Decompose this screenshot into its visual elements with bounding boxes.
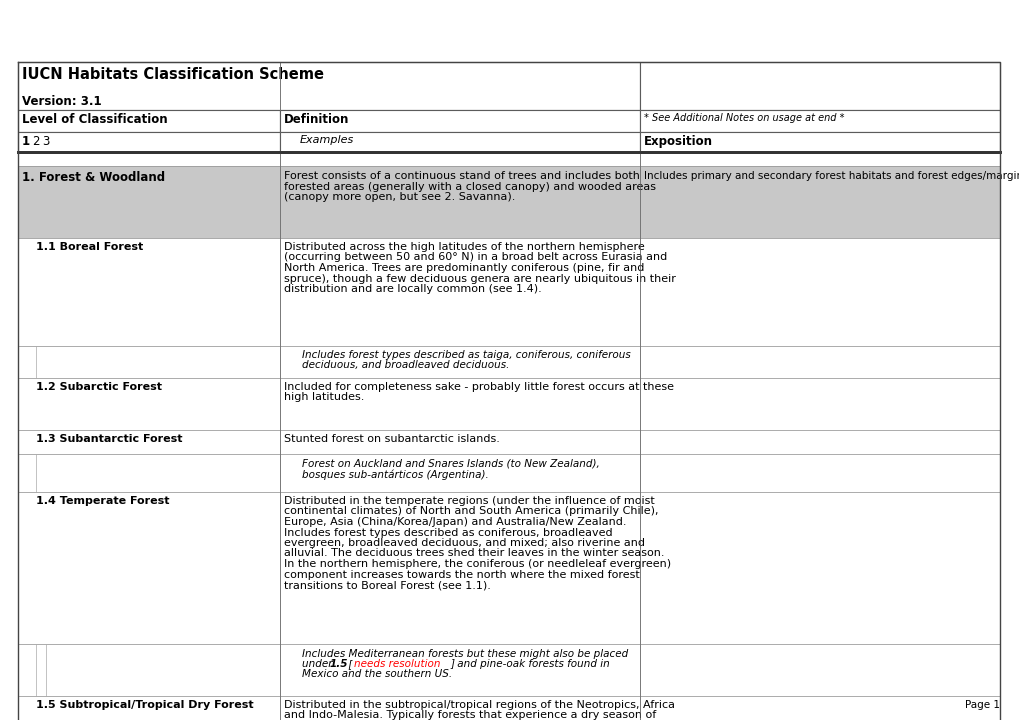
Bar [280,346,639,378]
Text: Stunted forest on subantarctic islands.: Stunted forest on subantarctic islands. [283,434,499,444]
Text: 1.5 Subtropical/Tropical Dry Forest: 1.5 Subtropical/Tropical Dry Forest [36,700,254,710]
Text: 1.2 Subarctic Forest: 1.2 Subarctic Forest [36,382,162,392]
Text: 1. Forest & Woodland: 1. Forest & Woodland [22,171,165,184]
Text: Included for completeness sake - probably little forest occurs at these: Included for completeness sake - probabl… [283,382,674,392]
Text: forested areas (generally with a closed canopy) and wooded areas: forested areas (generally with a closed … [283,181,655,192]
Bar [280,430,639,454]
Text: spruce), though a few deciduous genera are nearly ubiquitous in their: spruce), though a few deciduous genera a… [283,274,676,284]
Text: bosques sub-antárticos (Argentina).: bosques sub-antárticos (Argentina). [302,469,488,480]
Text: Distributed across the high latitudes of the northern hemisphere: Distributed across the high latitudes of… [283,242,644,252]
Bar [18,454,280,492]
Text: Version: 3.1: Version: 3.1 [22,95,102,108]
Text: needs resolution: needs resolution [354,659,440,669]
Bar [639,132,999,152]
Text: Forest consists of a continuous stand of trees and includes both: Forest consists of a continuous stand of… [283,171,639,181]
Bar [280,238,639,346]
Text: 1.1 Boreal Forest: 1.1 Boreal Forest [36,242,143,252]
Text: evergreen, broadleaved deciduous, and mixed; also riverine and: evergreen, broadleaved deciduous, and mi… [283,538,644,548]
Bar [639,346,999,378]
Bar [18,378,280,430]
Text: 1.4 Temperate Forest: 1.4 Temperate Forest [36,496,169,506]
Text: Examples: Examples [300,135,354,145]
Text: 2: 2 [32,135,40,148]
Text: Distributed in the temperate regions (under the influence of moist: Distributed in the temperate regions (un… [283,496,654,506]
Text: continental climates) of North and South America (primarily Chile),: continental climates) of North and South… [283,506,658,516]
Bar [18,238,280,346]
Text: Level of Classification: Level of Classification [22,113,167,126]
Bar [280,696,639,720]
Text: (occurring between 50 and 60° N) in a broad belt across Eurasia and: (occurring between 50 and 60° N) in a br… [283,253,666,263]
Text: transitions to Boreal Forest (see 1.1).: transitions to Boreal Forest (see 1.1). [283,580,490,590]
Bar [639,238,999,346]
Bar [639,492,999,644]
Text: 3: 3 [42,135,49,148]
Bar [18,492,280,644]
Text: Includes forest types described as coniferous, broadleaved: Includes forest types described as conif… [283,528,612,538]
Text: 1: 1 [22,135,31,148]
Text: deciduous, and broadleaved deciduous.: deciduous, and broadleaved deciduous. [302,360,508,370]
Bar [639,696,999,720]
Bar [639,430,999,454]
Text: Includes forest types described as taiga, coniferous, coniferous: Includes forest types described as taiga… [302,350,630,360]
Bar [18,110,280,132]
Bar [639,152,999,166]
Bar [280,166,639,238]
Bar [639,644,999,696]
Text: Definition: Definition [283,113,350,126]
Bar [639,62,999,110]
Text: Mexico and the southern US.: Mexico and the southern US. [302,669,451,679]
Text: Forest on Auckland and Snares Islands (to New Zealand),: Forest on Auckland and Snares Islands (t… [302,459,599,469]
Bar [639,110,999,132]
Bar [18,346,280,378]
Text: under: under [302,659,338,669]
Bar [18,152,280,166]
Text: In the northern hemisphere, the coniferous (or needleleaf evergreen): In the northern hemisphere, the conifero… [283,559,671,569]
Text: Europe, Asia (China/Korea/Japan) and Australia/New Zealand.: Europe, Asia (China/Korea/Japan) and Aus… [283,517,626,527]
Text: distribution and are locally common (see 1.4).: distribution and are locally common (see… [283,284,541,294]
Text: Page 1: Page 1 [964,700,999,710]
Bar [280,110,639,132]
Text: * See Additional Notes on usage at end *: * See Additional Notes on usage at end * [643,113,844,123]
Bar [18,166,280,238]
Text: ] and pine-oak forests found in: ] and pine-oak forests found in [449,659,609,669]
Text: alluvial. The deciduous trees shed their leaves in the winter season.: alluvial. The deciduous trees shed their… [283,549,663,559]
Bar [280,378,639,430]
Text: Includes primary and secondary forest habitats and forest edges/margins.: Includes primary and secondary forest ha… [643,171,1019,181]
Bar [280,492,639,644]
Bar [280,644,639,696]
Text: IUCN Habitats Classification Scheme: IUCN Habitats Classification Scheme [22,67,324,82]
Bar [639,166,999,238]
Bar [280,454,639,492]
Bar [18,644,280,696]
Text: high latitudes.: high latitudes. [283,392,364,402]
Bar [639,454,999,492]
Text: component increases towards the north where the mixed forest: component increases towards the north wh… [283,570,639,580]
Bar [18,696,280,720]
Text: 1.3 Subantarctic Forest: 1.3 Subantarctic Forest [36,434,182,444]
Text: and Indo-Malesia. Typically forests that experience a dry season of: and Indo-Malesia. Typically forests that… [283,711,655,720]
Bar [18,430,280,454]
Bar [18,62,639,110]
Bar [280,152,639,166]
Text: 1.5: 1.5 [330,659,348,669]
Bar [18,132,280,152]
Text: Includes Mediterranean forests but these might also be placed: Includes Mediterranean forests but these… [302,649,628,659]
Bar [639,378,999,430]
Text: [: [ [344,659,352,669]
Text: Distributed in the subtropical/tropical regions of the Neotropics, Africa: Distributed in the subtropical/tropical … [283,700,675,710]
Bar [280,132,639,152]
Text: (canopy more open, but see 2. Savanna).: (canopy more open, but see 2. Savanna). [283,192,515,202]
Text: North America. Trees are predominantly coniferous (pine, fir and: North America. Trees are predominantly c… [283,263,644,273]
Text: Exposition: Exposition [643,135,712,148]
